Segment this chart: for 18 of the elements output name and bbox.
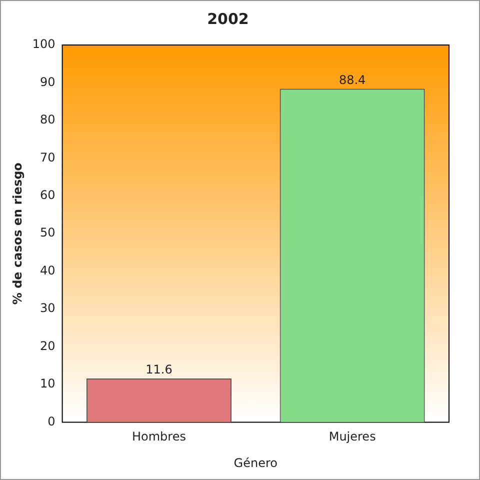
y-tick-label: 70 xyxy=(40,150,56,164)
data-label: 11.6 xyxy=(146,362,172,377)
y-tick-label: 40 xyxy=(40,263,56,278)
y-tick-label: 50 xyxy=(40,226,56,240)
y-tick-label: 80 xyxy=(40,112,56,127)
y-tick-label: 10 xyxy=(40,376,56,391)
y-tick-label: 20 xyxy=(40,338,56,353)
data-label: 88.4 xyxy=(338,72,366,87)
y-tick-label: 30 xyxy=(40,301,56,316)
y-tick-label: 90 xyxy=(40,74,56,89)
y-tick-label: 100 xyxy=(32,37,56,52)
y-tick-label: 60 xyxy=(40,188,56,202)
x-axis-title: Género xyxy=(234,456,278,470)
x-tick-label: Mujeres xyxy=(328,430,376,444)
x-tick-label: Hombres xyxy=(132,430,186,444)
y-tick-label: 0 xyxy=(48,414,56,428)
chart-title: 2002 xyxy=(207,10,249,28)
y-axis-title: % de casos en riesgo xyxy=(10,162,24,305)
